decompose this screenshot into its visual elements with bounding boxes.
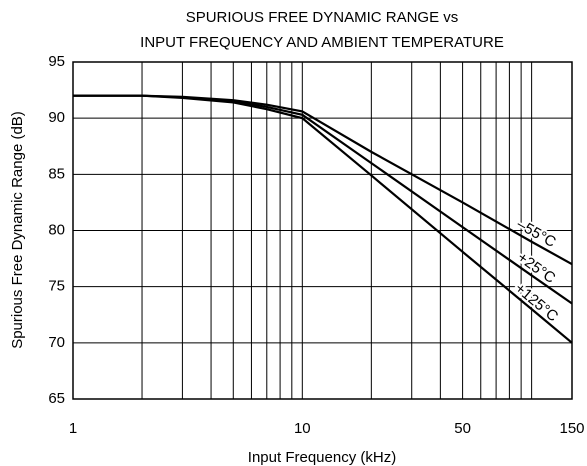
y-tick-label: 80 bbox=[48, 221, 65, 238]
plot-frame bbox=[72, 61, 573, 400]
y-tick-label: 75 bbox=[48, 278, 65, 295]
x-tick-label: 50 bbox=[454, 420, 471, 437]
series-label: –55°C bbox=[514, 216, 559, 251]
series-line bbox=[73, 94, 573, 266]
series-line bbox=[73, 94, 573, 305]
y-tick-label: 70 bbox=[48, 334, 65, 351]
x-tick-label: 10 bbox=[294, 420, 311, 437]
y-tick-label: 65 bbox=[48, 390, 65, 407]
y-axis-label: Spurious Free Dynamic Range (dB) bbox=[9, 111, 26, 349]
y-tick-label: 90 bbox=[48, 109, 65, 126]
chart-title: INPUT FREQUENCY AND AMBIENT TEMPERATURE bbox=[140, 34, 504, 51]
x-tick-label: 150 bbox=[559, 420, 584, 437]
x-axis-label: Input Frequency (kHz) bbox=[248, 449, 396, 466]
y-tick-label: 95 bbox=[48, 53, 65, 70]
chart-title: SPURIOUS FREE DYNAMIC RANGE vs bbox=[186, 9, 459, 26]
series-line bbox=[73, 94, 573, 344]
y-tick-label: 85 bbox=[48, 165, 65, 182]
x-tick-label: 1 bbox=[69, 420, 77, 437]
